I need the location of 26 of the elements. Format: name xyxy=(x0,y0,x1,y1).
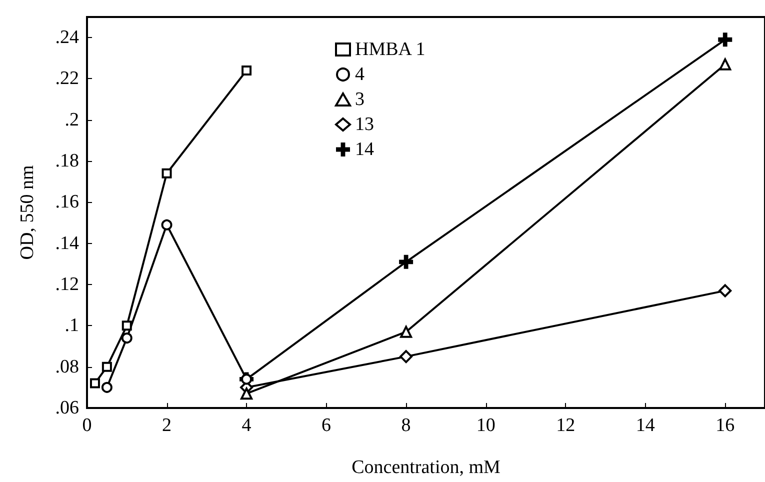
y-tick-label: .18 xyxy=(55,150,79,172)
y-axis-title: OD, 550 nm xyxy=(17,165,38,260)
y-tick-label: .24 xyxy=(55,27,80,48)
y-tick-label: .14 xyxy=(55,232,80,254)
x-tick-label: 14 xyxy=(636,415,656,436)
y-tick-label: .22 xyxy=(55,68,79,90)
x-tick-label: 10 xyxy=(476,415,496,436)
legend-label: 3 xyxy=(355,89,364,110)
legend-label: 14 xyxy=(355,139,374,160)
y-tick-label: .2 xyxy=(64,109,79,130)
x-tick-label: 2 xyxy=(162,415,172,436)
y-tick-label: .06 xyxy=(55,398,79,418)
legend-label: 13 xyxy=(355,114,374,135)
y-tick-label: .16 xyxy=(55,192,79,213)
y-tick-label: .08 xyxy=(55,356,79,378)
x-axis-title: Concentration, mM xyxy=(352,457,501,478)
legend-label: HMBA 1 xyxy=(355,39,426,60)
legend-label: 4 xyxy=(355,64,365,85)
x-tick-label: 16 xyxy=(716,415,735,436)
x-tick-label: 6 xyxy=(322,415,332,436)
y-tick-label: .1 xyxy=(64,315,79,336)
x-tick-label: 0 xyxy=(82,415,92,436)
x-tick-label: 4 xyxy=(242,415,252,436)
x-tick-label: 12 xyxy=(556,415,576,436)
y-tick-label: .12 xyxy=(55,274,79,296)
x-tick-label: 8 xyxy=(401,415,411,436)
